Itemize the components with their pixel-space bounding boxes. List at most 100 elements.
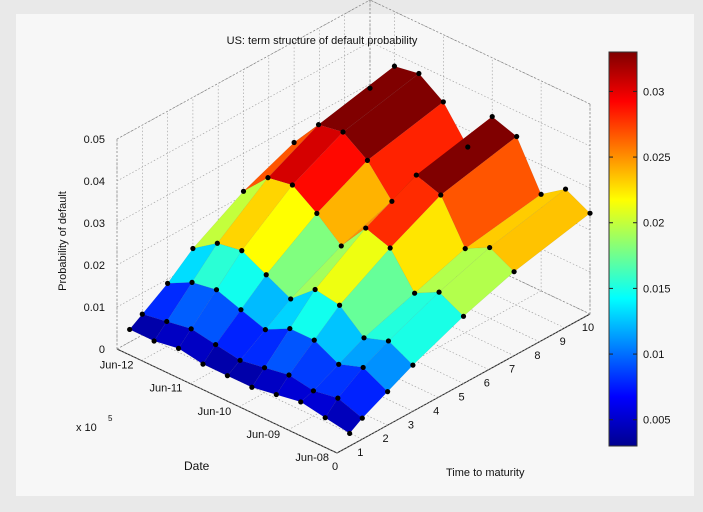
data-point xyxy=(175,345,182,351)
tick-label: 0.05 xyxy=(84,134,105,146)
colorbar-ticks: 0.005 0.01 0.015 0.02 0.025 0.03 xyxy=(609,86,671,427)
data-point xyxy=(224,373,231,379)
data-point xyxy=(335,395,341,401)
surface xyxy=(129,65,591,434)
data-point xyxy=(237,357,243,363)
y-axis-label: Date xyxy=(184,459,210,473)
data-point xyxy=(127,326,133,333)
data-point xyxy=(312,286,318,293)
data-point xyxy=(288,296,294,302)
data-point xyxy=(412,290,418,296)
data-point xyxy=(213,287,220,293)
data-point xyxy=(363,225,369,231)
data-point xyxy=(286,372,292,378)
tick-label: 6 xyxy=(484,378,490,390)
data-point xyxy=(387,245,393,251)
data-point xyxy=(165,280,171,286)
data-point xyxy=(538,191,544,197)
data-point xyxy=(273,391,279,398)
tick-label: Jun-10 xyxy=(198,406,232,418)
tick-labels: 0 1 2 3 4 5 6 7 8 9 10 Jun-08 Jun-09 Jun-10 Jun-11 Jun-… xyxy=(84,134,595,473)
tick-label: 0 xyxy=(99,344,105,356)
data-point xyxy=(338,243,344,249)
colorbar-tick-label: 0.03 xyxy=(643,86,664,98)
data-point xyxy=(151,338,157,344)
tick-label: 9 xyxy=(560,336,566,348)
chart-title: US: term structure of default probabilit… xyxy=(227,35,418,47)
data-point xyxy=(367,85,373,91)
data-point xyxy=(322,415,328,421)
data-point xyxy=(511,269,517,275)
tick-label: 0.03 xyxy=(84,218,105,230)
data-point xyxy=(347,430,353,437)
data-point xyxy=(189,279,195,285)
tick-label: Jun-08 xyxy=(295,452,329,464)
colorbar-strip xyxy=(608,51,638,447)
data-point xyxy=(489,113,495,120)
data-point xyxy=(410,362,416,368)
data-point xyxy=(336,361,342,367)
data-point xyxy=(314,210,320,216)
colorbar-tick-label: 0.02 xyxy=(643,218,664,230)
colorbar-tick-label: 0.005 xyxy=(643,415,671,427)
y-exponent-label: x 10 xyxy=(76,422,97,434)
colorbar-tick-label: 0.01 xyxy=(643,349,664,361)
data-point xyxy=(336,302,343,308)
data-point xyxy=(289,182,295,188)
y-exponent-power: 5 xyxy=(108,414,113,423)
z-axis-label: Probability of default xyxy=(57,191,69,291)
data-point xyxy=(291,139,297,146)
data-point xyxy=(389,198,395,204)
tick-label: 4 xyxy=(433,405,439,417)
tick-label: 0.04 xyxy=(84,176,105,188)
data-point xyxy=(188,326,194,332)
tick-label: Jun-09 xyxy=(246,429,280,441)
data-point xyxy=(587,210,593,216)
data-point xyxy=(265,175,271,181)
data-point xyxy=(438,192,444,198)
grid-line xyxy=(336,313,591,454)
data-point xyxy=(214,240,220,246)
data-point xyxy=(315,122,322,128)
tick-label: 5 xyxy=(458,392,464,404)
data-point xyxy=(416,70,422,77)
colorbar-tick-label: 0.025 xyxy=(643,152,671,164)
data-point xyxy=(460,313,467,319)
axis-edge xyxy=(116,348,338,454)
data-point xyxy=(239,248,245,254)
data-point xyxy=(190,245,196,252)
data-point xyxy=(340,129,346,135)
data-point xyxy=(462,245,468,252)
data-point xyxy=(359,415,365,421)
x-axis-label: Time to maturity xyxy=(446,467,525,479)
data-point xyxy=(263,272,269,278)
tick-label: 1 xyxy=(357,447,363,459)
data-point xyxy=(440,99,446,105)
data-points xyxy=(127,63,593,437)
tick-label: 3 xyxy=(408,419,414,431)
data-point xyxy=(213,341,219,348)
data-point xyxy=(487,244,493,251)
data-point xyxy=(262,327,268,333)
tick-label: 10 xyxy=(582,322,594,334)
data-point xyxy=(164,318,170,325)
data-point xyxy=(139,311,145,317)
data-point xyxy=(298,399,304,405)
grid-line xyxy=(116,0,371,140)
data-point xyxy=(360,364,366,371)
data-point xyxy=(465,144,471,150)
data-point xyxy=(200,361,206,367)
tick-label: Jun-11 xyxy=(150,383,183,395)
colorbar: 0.005 0.01 0.015 0.02 0.025 0.03 xyxy=(608,51,671,447)
data-point xyxy=(238,307,244,313)
data-point xyxy=(249,384,255,390)
data-point xyxy=(391,63,398,69)
data-point xyxy=(413,172,419,178)
tick-label: 7 xyxy=(509,364,515,376)
axis-edge xyxy=(369,0,591,105)
data-point xyxy=(385,389,391,395)
data-point xyxy=(240,188,247,194)
data-point xyxy=(364,157,371,163)
data-point xyxy=(287,325,293,332)
